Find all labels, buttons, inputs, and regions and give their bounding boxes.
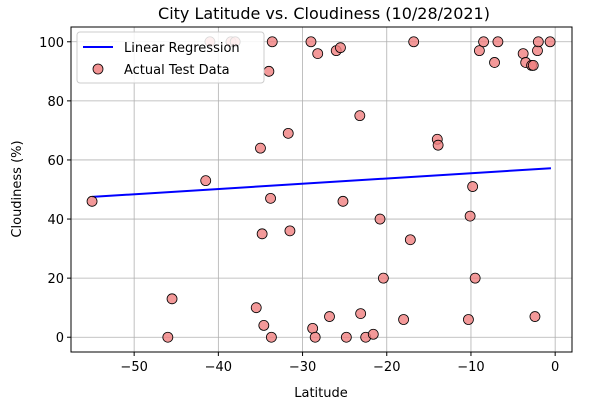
plot-area xyxy=(70,26,573,353)
data-point xyxy=(464,210,476,222)
data-point xyxy=(377,272,389,284)
data-point xyxy=(354,110,366,122)
x-tick-label: −50 xyxy=(120,360,147,375)
data-point xyxy=(266,36,278,48)
data-point xyxy=(527,60,539,71)
data-point xyxy=(200,175,212,187)
chart-title: City Latitude vs. Cloudiness (10/28/2021… xyxy=(158,4,490,23)
data-point xyxy=(307,322,319,334)
data-point xyxy=(489,57,500,68)
data-point xyxy=(324,311,335,322)
data-point xyxy=(312,48,324,59)
legend-label-test-data: Actual Test Data xyxy=(124,63,230,78)
y-axis-label: Cloudiness (%) xyxy=(10,140,25,237)
x-tick-label: −20 xyxy=(373,360,400,375)
data-point xyxy=(404,234,416,246)
x-axis-ticks: −50 −40 −30 −20 −10 0 xyxy=(120,352,559,375)
data-point xyxy=(532,36,544,48)
legend-label-regression: Linear Regression xyxy=(124,41,240,56)
data-point xyxy=(250,302,262,314)
data-point xyxy=(532,45,543,57)
data-point xyxy=(478,36,489,48)
data-point xyxy=(517,48,529,59)
legend: Linear Regression Actual Test Data xyxy=(76,31,265,84)
data-point xyxy=(408,36,420,48)
data-point xyxy=(337,195,349,207)
data-point xyxy=(305,36,317,48)
y-tick-label: 60 xyxy=(47,154,64,169)
x-tick-label: −40 xyxy=(205,360,232,375)
x-tick-label: −10 xyxy=(457,360,484,375)
y-tick-label: 20 xyxy=(47,272,64,287)
y-tick-label: 100 xyxy=(39,36,64,51)
regression-line xyxy=(91,167,552,198)
data-point xyxy=(463,314,474,325)
data-point xyxy=(467,181,479,192)
legend-box xyxy=(76,31,265,84)
data-point xyxy=(374,213,386,225)
data-point xyxy=(367,328,379,340)
data-point xyxy=(309,331,321,343)
data-point xyxy=(86,195,98,207)
data-point xyxy=(335,42,346,54)
x-tick-label: 0 xyxy=(551,360,559,375)
data-point xyxy=(263,65,275,77)
data-point xyxy=(432,139,444,151)
data-point xyxy=(282,127,294,139)
data-point xyxy=(284,225,296,237)
regression-line-group xyxy=(91,167,552,198)
data-point xyxy=(398,314,409,325)
data-point xyxy=(340,331,352,343)
y-tick-label: 80 xyxy=(47,95,64,110)
data-point xyxy=(544,36,556,48)
data-point xyxy=(469,272,481,284)
y-axis-ticks: 0 20 40 60 80 100 xyxy=(39,36,71,346)
data-point xyxy=(265,192,276,204)
data-point xyxy=(166,293,178,305)
y-tick-label: 40 xyxy=(47,213,64,228)
data-point xyxy=(265,331,277,343)
data-point xyxy=(355,308,367,319)
y-tick-label: 0 xyxy=(56,331,64,346)
legend-marker-swatch xyxy=(92,63,104,75)
data-point xyxy=(258,320,270,331)
data-point xyxy=(162,331,174,343)
data-point xyxy=(473,45,485,57)
data-point xyxy=(529,311,541,322)
x-tick-label: −30 xyxy=(289,360,316,375)
data-point xyxy=(492,36,504,48)
x-axis-label: Latitude xyxy=(294,386,348,401)
data-point xyxy=(255,142,266,154)
data-point xyxy=(256,228,268,240)
